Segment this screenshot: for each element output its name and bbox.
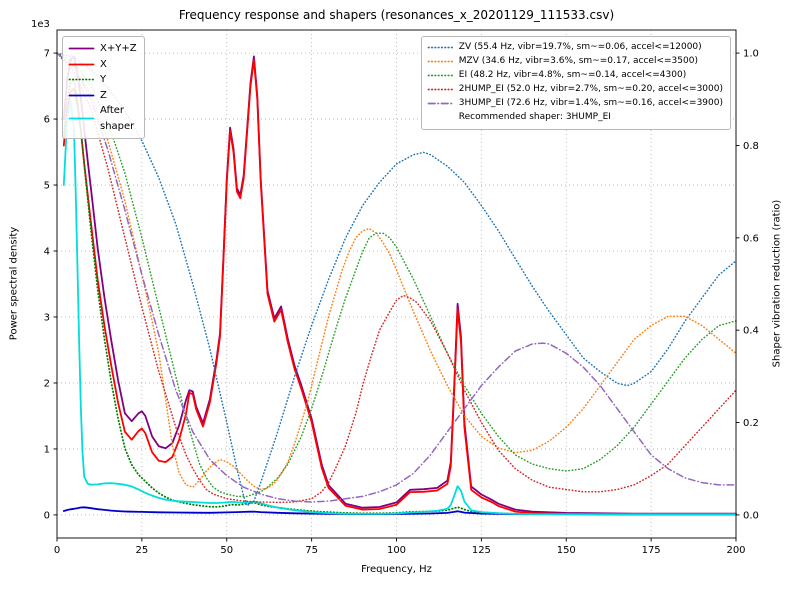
series-y (62, 78, 737, 516)
legend-item: EI (48.2 Hz, vibr=4.8%, sm~=0.14, accel<… (427, 69, 723, 83)
x-tick-label: 100 (387, 545, 406, 556)
right-y-axis-label: Shaper vibration reduction (ratio) (771, 199, 783, 368)
left-y-tick-label: 6 (44, 115, 50, 126)
left-y-tick-label: 4 (44, 247, 50, 258)
legend-item: MZV (34.6 Hz, vibr=3.6%, sm~=0.17, accel… (427, 55, 723, 69)
series-x (62, 58, 737, 516)
legend-item: 3HUMP_EI (72.6 Hz, vibr=1.4%, sm~=0.16, … (427, 97, 723, 111)
left-y-tick-label: 5 (44, 181, 50, 192)
series-after-shaper (62, 99, 737, 516)
left-y-tick-label: 0 (44, 510, 50, 521)
legend-label: ZV (55.4 Hz, vibr=19.7%, sm~=0.06, accel… (458, 42, 702, 52)
series-3hump-ei (56, 52, 737, 503)
legend-label: MZV (34.6 Hz, vibr=3.6%, sm~=0.17, accel… (458, 55, 698, 66)
left-y-tick-label: 2 (44, 378, 50, 389)
right-y-tick-label: 0.0 (743, 510, 759, 521)
recommended-shaper-note: Recommended shaper: 3HUMP_EI (427, 111, 723, 125)
legend-item: 2HUMP_EI (52.0 Hz, vibr=2.7%, sm~=0.20, … (427, 83, 723, 97)
legend-line-sample-icon (68, 47, 95, 50)
legend-line-sample-icon (427, 47, 454, 49)
right-y-tick-label: 0.4 (743, 326, 759, 337)
series-2hump-ei (56, 52, 737, 504)
x-tick-label: 200 (726, 545, 745, 556)
right-y-tick-label: 1.0 (743, 49, 759, 60)
legend-line-sample-icon (427, 74, 454, 77)
series-z (62, 506, 737, 516)
right-y-tick-label: 0.2 (743, 418, 759, 429)
series-zv (56, 52, 737, 507)
chart-title: Frequency response and shapers (resonanc… (178, 8, 615, 22)
series-ei (56, 52, 737, 498)
legend-item: ZV (55.4 Hz, vibr=19.7%, sm~=0.06, accel… (427, 41, 723, 55)
legend-label: Y (100, 74, 107, 85)
legend-line-sample-icon (427, 112, 454, 123)
legend-line-sample-icon (427, 61, 454, 63)
legend-item: X+Y+Z (68, 41, 137, 57)
legend-label: 2HUMP_EI (52.0 Hz, vibr=2.7%, sm~=0.20, … (458, 83, 723, 94)
left-y-tick-label: 3 (44, 312, 50, 323)
x-tick-label: 50 (220, 545, 233, 556)
left-y-axis-label: Power spectral density (8, 226, 20, 341)
right-y-tick-label: 0.8 (743, 141, 759, 152)
left-axis-multiplier: 1e3 (31, 19, 50, 30)
x-tick-label: 75 (305, 545, 318, 556)
legend-item: After shaper (68, 103, 137, 134)
legend-label: X+Y+Z (100, 43, 137, 54)
legend-line-sample-icon (68, 94, 95, 97)
legend-line-sample-icon (427, 88, 454, 91)
x-axis-label: Frequency, Hz (361, 564, 432, 575)
left-y-tick-label: 7 (44, 49, 50, 60)
x-tick-label: 150 (557, 545, 576, 556)
legend-line-sample-icon (427, 102, 454, 105)
legend-line-sample-icon (68, 63, 95, 66)
legend-label: Z (100, 89, 107, 101)
legend-label: EI (48.2 Hz, vibr=4.8%, sm~=0.14, accel<… (458, 69, 687, 80)
legend-line-sample-icon (68, 78, 95, 81)
legend-label: Recommended shaper: 3HUMP_EI (458, 111, 611, 122)
legend-item: Y (68, 72, 137, 88)
shaper-legend: ZV (55.4 Hz, vibr=19.7%, sm~=0.06, accel… (420, 36, 731, 130)
psd-legend: X+Y+Z X Y Z After shaper (62, 36, 145, 139)
right-y-tick-label: 0.6 (743, 233, 759, 244)
series-mzv (56, 52, 737, 491)
legend-label: 3HUMP_EI (72.6 Hz, vibr=1.4%, sm~=0.16, … (458, 97, 723, 108)
legend-label: After shaper (100, 105, 135, 132)
x-tick-label: 0 (54, 545, 60, 556)
legend-item: X (68, 57, 137, 73)
x-tick-label: 125 (472, 545, 491, 556)
x-tick-label: 175 (642, 545, 661, 556)
left-y-tick-label: 1 (44, 444, 50, 455)
legend-line-sample-icon (68, 117, 95, 120)
legend-item: Z (68, 88, 137, 104)
legend-label: X (100, 58, 107, 70)
x-tick-label: 25 (136, 545, 149, 556)
